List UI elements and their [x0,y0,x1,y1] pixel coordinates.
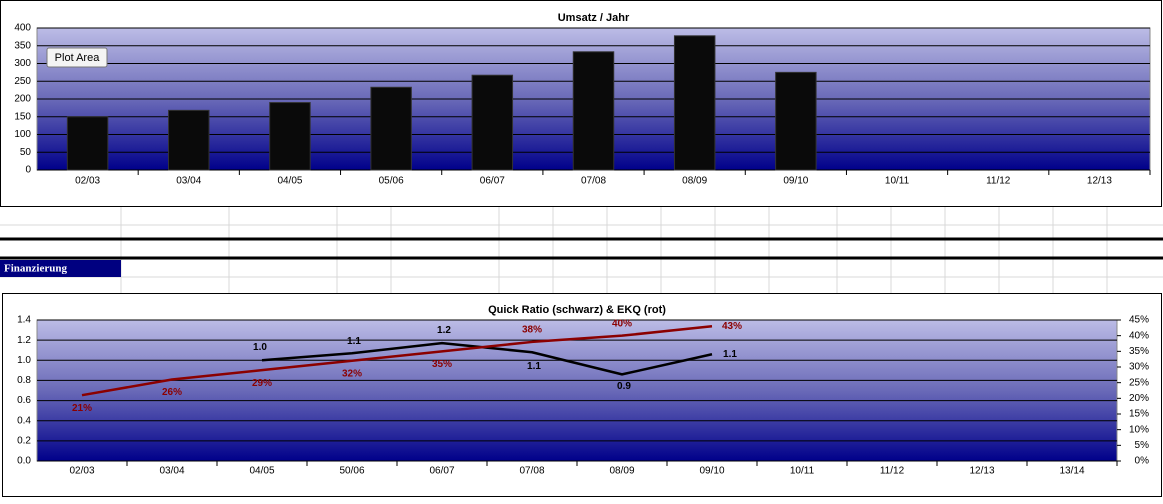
y2-tick-label: 10% [1129,424,1149,435]
x-tick-label: 09/10 [699,466,724,477]
section-label: Finanzierung [4,263,67,275]
x-tick-label: 07/08 [519,466,544,477]
bar [168,109,210,171]
bar [673,35,716,171]
data-label: 1.1 [347,336,361,347]
x-tick-label: 12/13 [1087,176,1112,187]
data-label: 40% [612,318,632,329]
plot-area [36,319,1118,462]
y-tick-label: 200 [14,94,31,105]
y-tick-label: 350 [14,40,31,51]
tooltip-text: Plot Area [55,52,101,64]
bar [471,74,514,171]
bar [572,51,615,171]
y-tick-label: 1.2 [17,335,31,346]
y-tick-label: 1.4 [17,315,31,326]
data-label: 43% [722,321,742,332]
x-tick-label: 03/04 [159,466,184,477]
data-label: 38% [522,325,542,336]
x-tick-label: 12/13 [969,466,994,477]
y-tick-label: 0.0 [17,456,31,467]
bar [269,102,311,171]
y-tick-label: 0.4 [17,415,31,426]
data-label: 1.0 [253,342,267,353]
x-tick-label: 50/06 [339,466,364,477]
y-tick-label: 1.0 [17,355,31,366]
bar [66,116,109,171]
y-tick-label: 0.2 [17,435,31,446]
x-tick-label: 11/12 [880,466,905,477]
y-tick-label: 0.6 [17,395,31,406]
chart-title: Umsatz / Jahr [558,12,630,24]
y-tick-label: 0 [25,165,31,176]
bar [370,86,412,171]
data-label: 29% [252,378,272,389]
x-tick-label: 04/05 [277,176,302,187]
data-label: 1.1 [527,361,541,372]
y2-tick-label: 45% [1129,315,1149,326]
y-tick-label: 250 [14,76,31,87]
x-tick-label: 04/05 [249,466,274,477]
y2-tick-label: 40% [1129,330,1149,341]
data-label: 0.9 [617,381,631,392]
y2-tick-label: 15% [1129,409,1149,420]
x-tick-label: 13/14 [1059,466,1084,477]
data-label: 21% [72,403,92,414]
tooltip: Plot Area [46,47,108,68]
x-tick-label: 11/12 [986,176,1011,187]
x-tick-label: 06/07 [429,466,454,477]
x-tick-label: 02/03 [75,176,100,187]
data-label: 35% [432,359,452,370]
y-tick-label: 150 [14,111,31,122]
cell-grid [0,207,1163,293]
data-label: 26% [162,387,182,398]
x-tick-label: 10/11 [790,466,815,477]
data-label: 1.2 [437,325,451,336]
y2-tick-label: 35% [1129,346,1149,357]
x-tick-label: 08/09 [682,176,707,187]
y-tick-label: 100 [14,129,31,140]
y-tick-label: 400 [14,23,31,34]
data-label: 1.1 [723,349,737,360]
tooltip-box [46,47,108,68]
x-tick-label: 09/10 [783,176,808,187]
y-tick-label: 300 [14,58,31,69]
bar [775,71,817,171]
data-label: 32% [342,368,362,379]
x-tick-label: 10/11 [885,176,910,187]
y-tick-label: 50 [20,147,32,158]
y2-tick-label: 20% [1129,393,1149,404]
x-tick-label: 02/03 [69,466,94,477]
y2-tick-label: 25% [1129,377,1149,388]
x-tick-label: 05/06 [379,176,404,187]
section-cell [0,260,121,277]
y2-tick-label: 5% [1135,440,1150,451]
chart-title: Quick Ratio (schwarz) & EKQ (rot) [488,304,666,316]
x-tick-label: 03/04 [176,176,201,187]
x-tick-label: 08/09 [609,466,634,477]
x-tick-label: 06/07 [480,176,505,187]
y2-tick-label: 30% [1129,362,1149,373]
series-line [81,325,713,397]
y2-tick-label: 0% [1135,456,1150,467]
x-tick-label: 07/08 [581,176,606,187]
y-tick-label: 0.8 [17,375,31,386]
